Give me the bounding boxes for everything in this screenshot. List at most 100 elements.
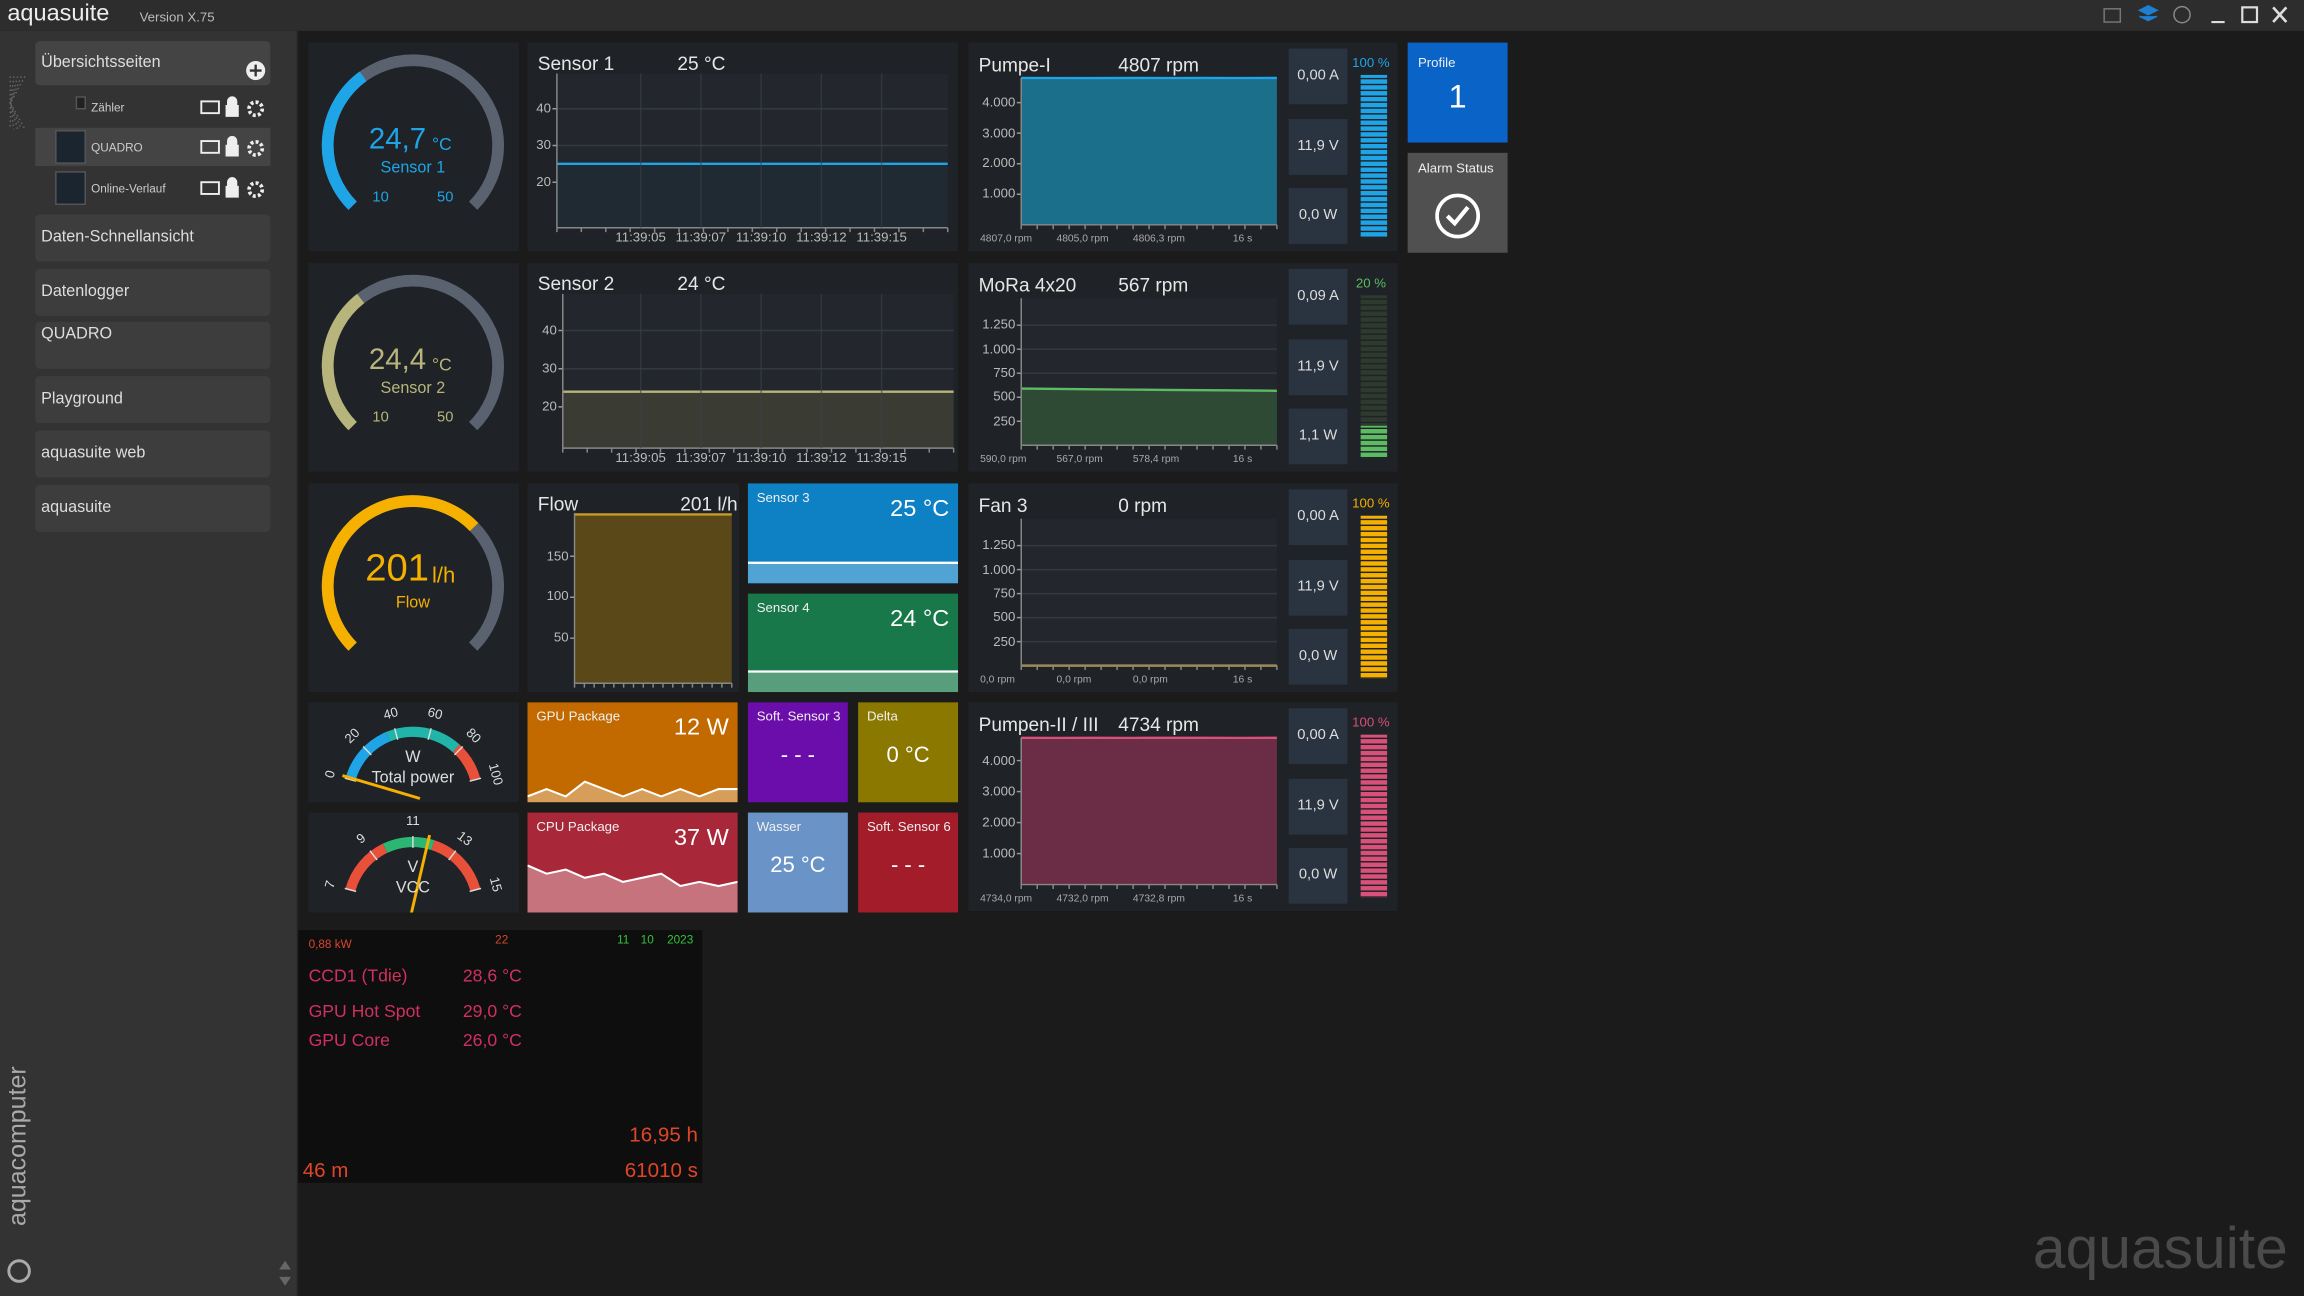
- chart-title: Flow: [537, 492, 579, 516]
- scroll-arrows[interactable]: [276, 1258, 294, 1290]
- chart-reading: 25 °C: [677, 52, 726, 75]
- pump-stat: 4732,0 rpm: [1056, 894, 1109, 905]
- graphic: [527, 780, 738, 803]
- profile-tile[interactable]: Profile 1: [1407, 42, 1508, 143]
- graphic: [246, 60, 266, 81]
- y-tick-label: 750: [993, 585, 1016, 601]
- tile-title: Delta: [866, 708, 898, 724]
- graphic: [1016, 708, 1388, 904]
- nav-button-label: Playground: [41, 390, 123, 408]
- graphic: [552, 73, 949, 233]
- pump-tile: 1.000 2.000 3.000 4.000 Pumpe-I 4807 rpm 4807,…: [968, 42, 1398, 252]
- y-tick-label: 20: [542, 398, 557, 414]
- sparkline: [527, 780, 738, 798]
- dial-label: VCC: [395, 879, 430, 898]
- log-minutes: 46 m: [302, 1157, 349, 1182]
- graphic: [321, 495, 504, 651]
- dial-unit: V: [407, 858, 419, 877]
- y-tick-label: 4.000: [982, 94, 1016, 110]
- nav-button[interactable]: Daten-Schnellansicht: [35, 214, 271, 262]
- pump-readout: 0,00 A: [1297, 67, 1339, 84]
- y-tick-label: 50: [553, 630, 569, 645]
- pump-stat: 567,0 rpm: [1056, 454, 1103, 466]
- gauge-label: Flow: [395, 594, 430, 613]
- pump-stat: 4734,0 rpm: [980, 894, 1033, 905]
- page-thumbnail: [75, 96, 86, 110]
- log-row-name: GPU Hot Spot: [308, 1000, 421, 1022]
- handle-dots: [9, 76, 26, 130]
- tile-reading: 25 °C: [890, 496, 950, 522]
- dial-band: [345, 843, 388, 892]
- readout-box: [1288, 268, 1348, 325]
- nav-button[interactable]: aquasuite: [35, 484, 271, 532]
- level-bar: [1360, 425, 1388, 459]
- y-tick-label: 1.250: [982, 537, 1016, 553]
- level-label: 100 %: [1352, 495, 1390, 511]
- add-icon: [249, 64, 262, 77]
- chart-reading: 201 l/h: [680, 492, 738, 516]
- dial-band: [345, 731, 391, 782]
- value-tile: Wasser 25 °C: [747, 812, 848, 913]
- screenshot-button[interactable]: [2103, 8, 2122, 23]
- pump-tile: 1.000 2.000 3.000 4.000 Pumpen-II / III 4734 …: [968, 702, 1398, 912]
- chart-reading: 24 °C: [677, 272, 726, 295]
- dial-unit: W: [405, 748, 421, 767]
- y-tick-label: 1.250: [982, 317, 1016, 332]
- close-button[interactable]: [2272, 6, 2288, 23]
- gauge-min: 10: [372, 189, 389, 206]
- history-band: [747, 671, 959, 693]
- pump-stat: 4805,0 rpm: [1056, 234, 1109, 245]
- overview-header[interactable]: Übersichtsseiten: [35, 41, 271, 86]
- log-row-value: 29,0 °C: [462, 1000, 522, 1022]
- layers-button[interactable]: [2137, 5, 2159, 22]
- level-bar: [1360, 734, 1388, 898]
- gauge-tile: 24,7 °C Sensor 1 10 50: [308, 42, 519, 252]
- nav-button[interactable]: QUADRO: [35, 321, 271, 369]
- graphic: [7, 1259, 31, 1283]
- handle-dots: [9, 76, 19, 130]
- pump-stat: 16 s: [1232, 234, 1253, 245]
- pump-title: Fan 3: [978, 494, 1028, 517]
- sparkline-area: [527, 865, 738, 913]
- collapse-handle[interactable]: [4, 71, 30, 136]
- dial-tick: [453, 746, 464, 756]
- gauge-value: 24,7: [368, 123, 427, 156]
- tile-title: Sensor 4: [756, 600, 810, 615]
- monitor-icon: [200, 140, 220, 154]
- tile-reading: 37 W: [673, 825, 729, 851]
- page-row[interactable]: Zähler: [35, 88, 270, 126]
- tile-title: CPU Package: [536, 819, 620, 834]
- alarm-tile[interactable]: Alarm Status: [1407, 152, 1508, 253]
- pump-readout: 0,00 A: [1297, 508, 1339, 525]
- nav-button[interactable]: Datenlogger: [35, 268, 271, 316]
- value-tile: Soft. Sensor 3 - - -: [747, 702, 848, 803]
- readout-box: [1288, 408, 1348, 465]
- maximize-button[interactable]: [2241, 6, 2259, 24]
- pump-readout: 0,09 A: [1297, 288, 1339, 305]
- gauge-max: 50: [437, 409, 454, 427]
- y-tick-label: 4.000: [982, 752, 1016, 768]
- x-tick-label: 11:39:07: [675, 450, 727, 466]
- pump-stat: 590,0 rpm: [980, 454, 1027, 466]
- settings-icon: [247, 100, 265, 118]
- log-date: 10: [640, 933, 654, 947]
- pump-reading: 4734 rpm: [1118, 713, 1199, 736]
- pump-stat: 4807,0 rpm: [980, 234, 1033, 245]
- y-tick-label: 30: [542, 360, 557, 376]
- plot-area: [1021, 518, 1277, 666]
- dial-band: [431, 840, 481, 892]
- y-tick-label: 40: [536, 100, 552, 116]
- page-row[interactable]: Online-Verlauf: [35, 169, 270, 207]
- nav-button[interactable]: aquasuite web: [35, 430, 271, 478]
- graphic: [527, 864, 738, 913]
- page-row[interactable]: QUADRO: [35, 127, 271, 167]
- gauge-arc: [321, 71, 367, 210]
- pump-stat: 4806,3 rpm: [1132, 234, 1185, 245]
- info-button[interactable]: [2173, 5, 2191, 24]
- pump-title: MoRa 4x20: [978, 274, 1077, 297]
- dial-band: [386, 726, 460, 753]
- lock-icon: [225, 96, 239, 117]
- sensor-chart-tile: 20 30 40 11:39:05 11:39:07 11:39:10 11:39:12 11…: [527, 42, 959, 252]
- monitor-icon: [200, 181, 220, 195]
- nav-button[interactable]: Playground: [35, 376, 271, 424]
